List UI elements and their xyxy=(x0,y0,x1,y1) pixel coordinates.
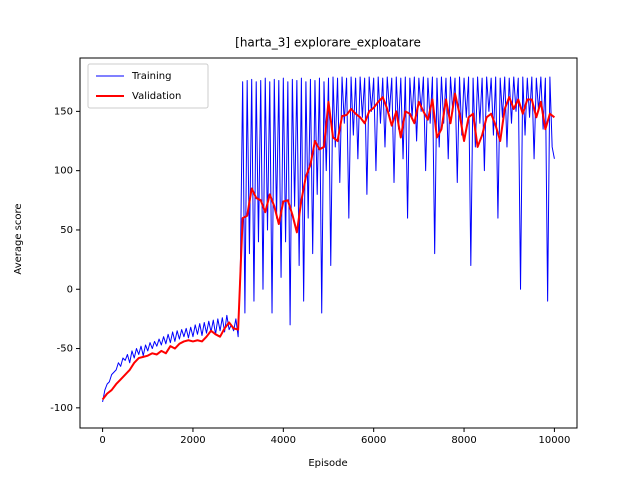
y-tick-label: -100 xyxy=(50,403,73,414)
chart-title: [harta_3] explorare_exploatare xyxy=(235,36,421,50)
y-tick-label: 0 xyxy=(67,284,73,295)
series-line xyxy=(102,76,555,403)
x-tick-label: 4000 xyxy=(271,435,296,446)
y-tick-label: 50 xyxy=(60,225,73,236)
x-tick-label: 2000 xyxy=(180,435,205,446)
x-tick-label: 8000 xyxy=(451,435,476,446)
x-tick-label: 10000 xyxy=(539,435,571,446)
y-tick-label: 100 xyxy=(54,166,73,177)
x-axis-label: Episode xyxy=(308,458,347,469)
legend-label: Training xyxy=(131,71,171,82)
x-tick-label: 0 xyxy=(99,435,105,446)
y-axis-label: Average score xyxy=(13,203,24,274)
y-tick-label: 150 xyxy=(54,106,73,117)
plot-frame xyxy=(79,57,578,429)
x-tick-label: 6000 xyxy=(361,435,386,446)
legend-label: Validation xyxy=(132,91,181,102)
series-line xyxy=(101,92,556,401)
y-tick-label: -50 xyxy=(57,344,73,355)
